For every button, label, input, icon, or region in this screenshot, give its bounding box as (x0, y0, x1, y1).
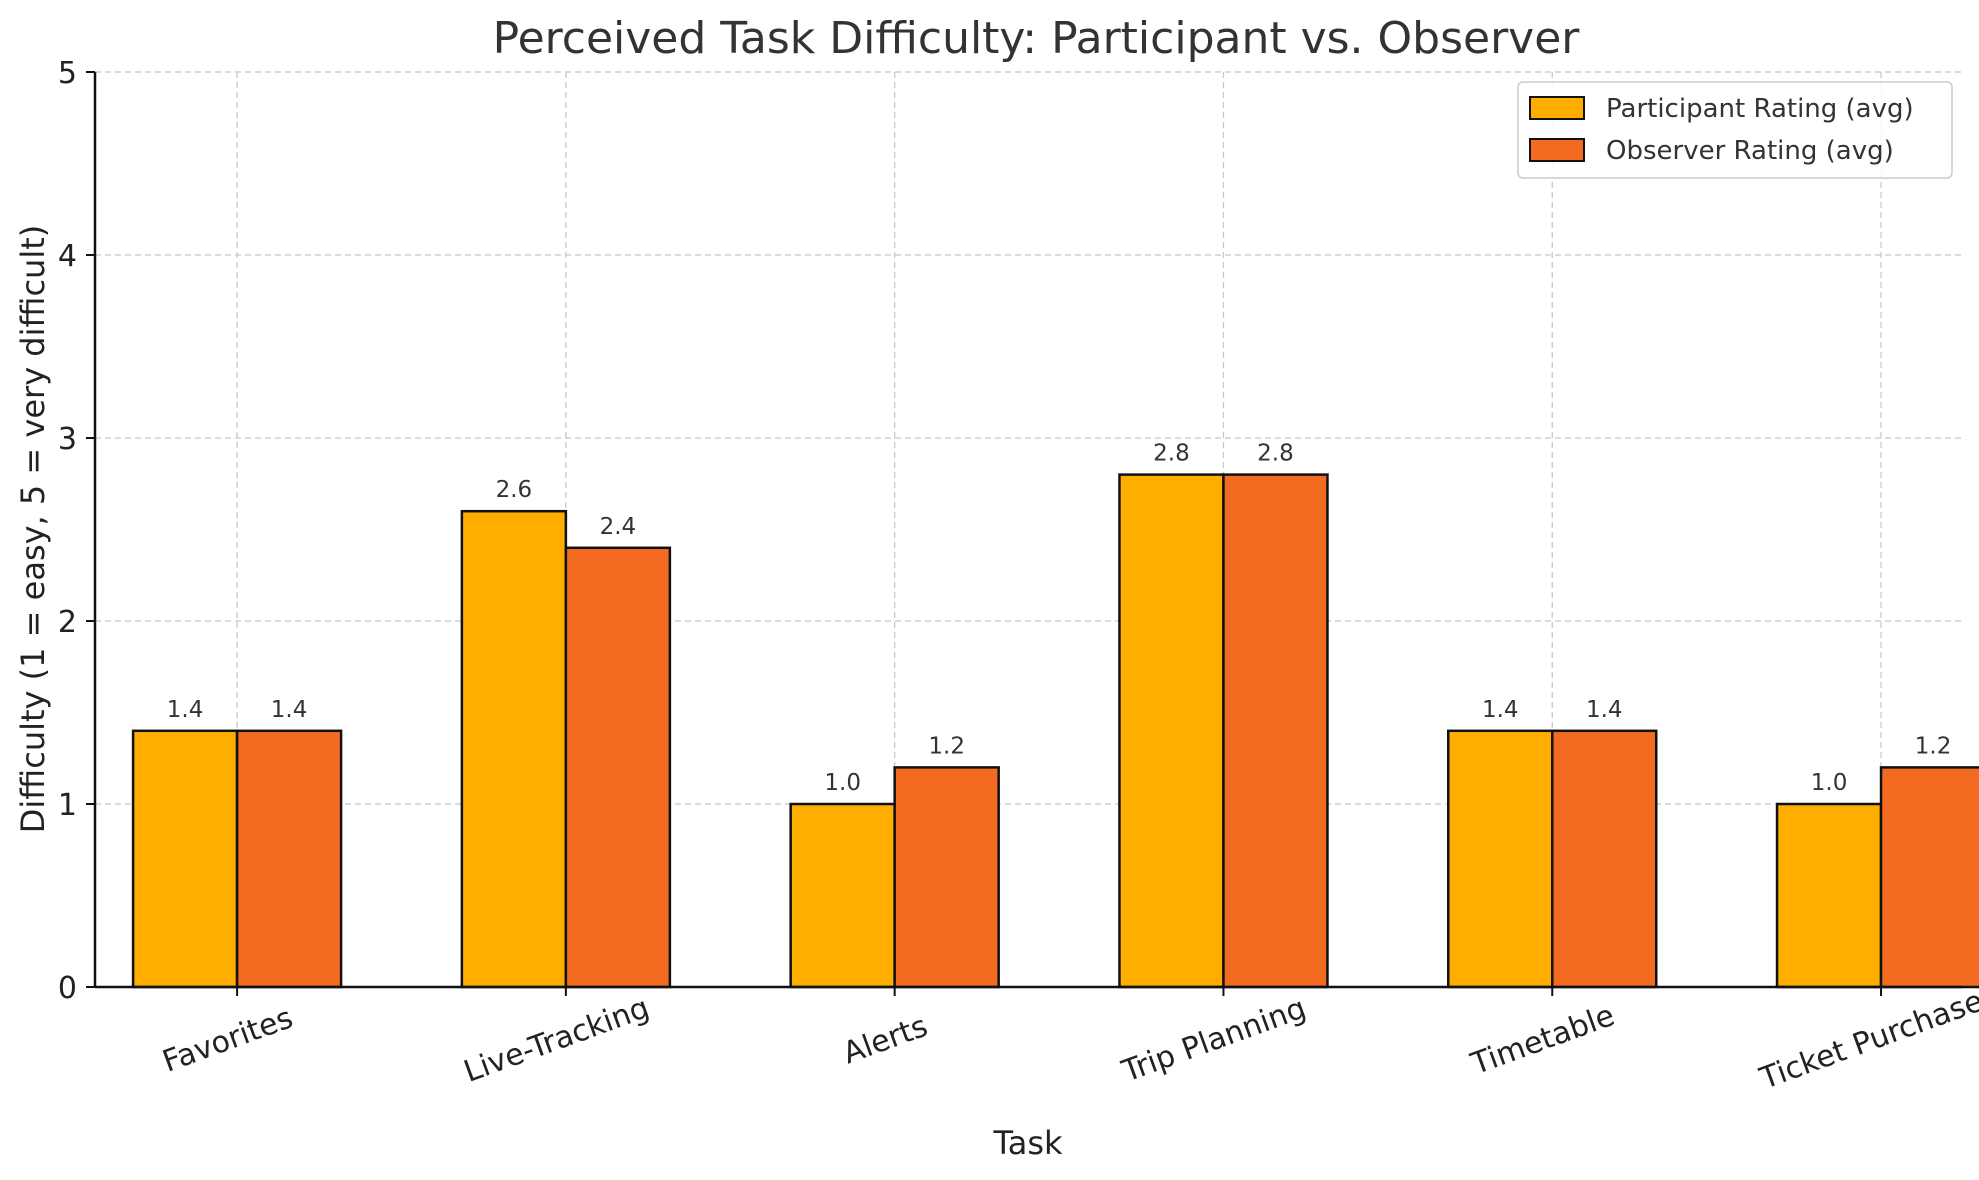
x-tick-label: Live-Tracking (459, 990, 653, 1089)
x-tick-label: Ticket Purchase (1755, 984, 1979, 1097)
axes (93, 72, 1962, 989)
x-tick-label: Trip Planning (1117, 991, 1311, 1090)
bar-observer (1551, 729, 1658, 989)
y-axis-label: Difficulty (1 = easy, 5 = very difficult… (14, 225, 52, 833)
x-ticks: Favorites Live-Tracking Alerts Trip Plannin… (158, 984, 1979, 1097)
bar-participant (1775, 802, 1883, 989)
bar-observer (1879, 766, 1979, 989)
bar-value-label: 2.8 (1257, 441, 1294, 467)
bar-value-label: 2.4 (600, 514, 637, 540)
bar-participant (460, 509, 568, 989)
bar-observer (235, 729, 343, 989)
bar-participant (789, 802, 896, 989)
bar-observer (564, 546, 672, 989)
chart-title: Perceived Task Difficulty: Participant v… (493, 13, 1581, 64)
bar-value-label: 1.2 (1915, 733, 1952, 759)
legend: Participant Rating (avg) Observer Rating… (1517, 81, 1953, 179)
bar-value-label: 1.4 (1482, 697, 1519, 723)
y-tick-label: 2 (58, 605, 77, 640)
bar-value-label: 1.4 (271, 697, 308, 723)
bar-value-label: 2.6 (496, 477, 533, 503)
y-tick-label: 4 (58, 239, 77, 274)
bar-value-label: 1.4 (1586, 697, 1623, 723)
legend-label-observer: Observer Rating (avg) (1606, 136, 1894, 166)
y-tick-label: 3 (58, 422, 77, 457)
bar-value-label: 1.0 (1811, 770, 1848, 796)
x-axis-label: Task (992, 1124, 1063, 1162)
legend-frame (1517, 81, 1953, 179)
bar-value-label: 1.4 (167, 697, 204, 723)
x-tick-label: Alerts (839, 1009, 933, 1072)
y-tick-label: 0 (58, 971, 77, 1006)
bar-participant (1447, 729, 1554, 989)
bar-participant (1118, 473, 1225, 989)
x-tick-label: Timetable (1466, 998, 1619, 1082)
data-labels: 1.4 1.4 2.6 2.4 1.0 1.2 2.8 2.8 1.4 1.4 1.0 1.2 (167, 441, 1952, 796)
bar-value-label: 2.8 (1153, 441, 1190, 467)
bar-value-label: 1.2 (928, 733, 965, 759)
bar-observer (1222, 473, 1329, 989)
y-ticks: 0 1 2 3 4 5 (58, 56, 95, 1006)
grid-lines (95, 71, 1962, 987)
bars (131, 473, 1979, 989)
bar-participant (131, 729, 239, 989)
y-tick-label: 1 (58, 788, 77, 823)
bar-observer (893, 766, 1000, 989)
y-tick-label: 5 (58, 56, 77, 91)
bar-value-label: 1.0 (824, 770, 861, 796)
legend-label-participant: Participant Rating (avg) (1606, 94, 1914, 124)
legend-swatch-observer (1529, 138, 1585, 162)
x-tick-label: Favorites (158, 1000, 297, 1079)
legend-swatch-participant (1529, 96, 1585, 120)
